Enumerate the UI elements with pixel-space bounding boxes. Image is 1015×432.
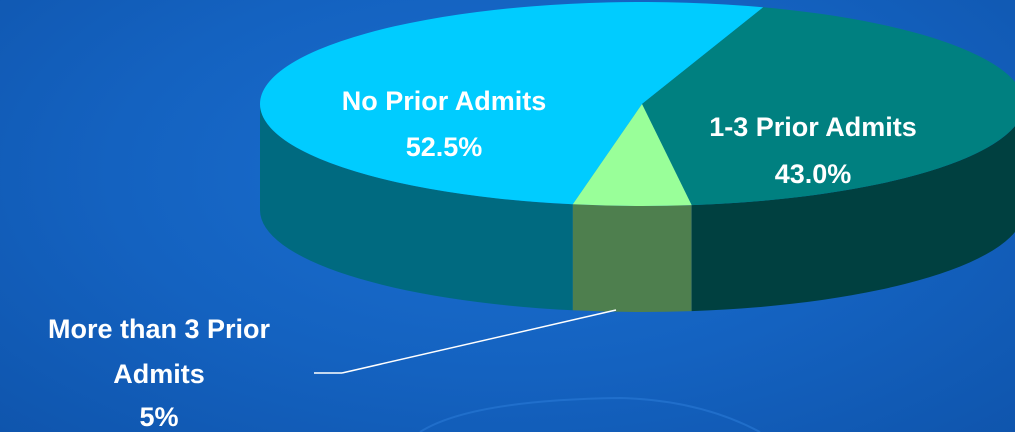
- callout-label-line-2: Admits: [113, 359, 205, 389]
- slice-side-1-3-prior: [691, 125, 1015, 312]
- slice-no-prior: [260, 2, 764, 205]
- slice-side-more-than-3-prior: [572, 204, 692, 312]
- slice-side-no-prior: [260, 104, 573, 311]
- pie-sides: [260, 104, 1015, 312]
- slice-value-1-3-prior: 43.0%: [775, 159, 852, 189]
- slice-label-no-prior: No Prior Admits: [342, 86, 547, 116]
- slice-label-1-3-prior: 1-3 Prior Admits: [709, 112, 917, 142]
- callout-label-line-3: 5%: [139, 402, 178, 432]
- slice-more-than-3-prior: [572, 104, 692, 206]
- callout-line-diagonal: [341, 309, 617, 374]
- callout-label-line-1: More than 3 Prior: [48, 314, 271, 344]
- pie-tops: [260, 2, 1015, 206]
- background-swirl: [419, 396, 761, 432]
- slice-1-3-prior: [642, 7, 1015, 206]
- slice-value-no-prior: 52.5%: [406, 132, 483, 162]
